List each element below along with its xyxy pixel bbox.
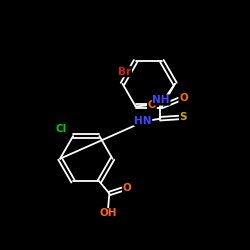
Text: NH: NH — [152, 95, 170, 105]
Text: OH: OH — [99, 208, 117, 218]
Text: Cl: Cl — [56, 124, 67, 134]
Text: S: S — [180, 112, 187, 122]
Text: O: O — [122, 184, 131, 194]
Text: O: O — [179, 94, 188, 104]
Text: O: O — [148, 100, 156, 110]
Text: Br: Br — [118, 67, 132, 77]
Text: HN: HN — [134, 116, 152, 126]
